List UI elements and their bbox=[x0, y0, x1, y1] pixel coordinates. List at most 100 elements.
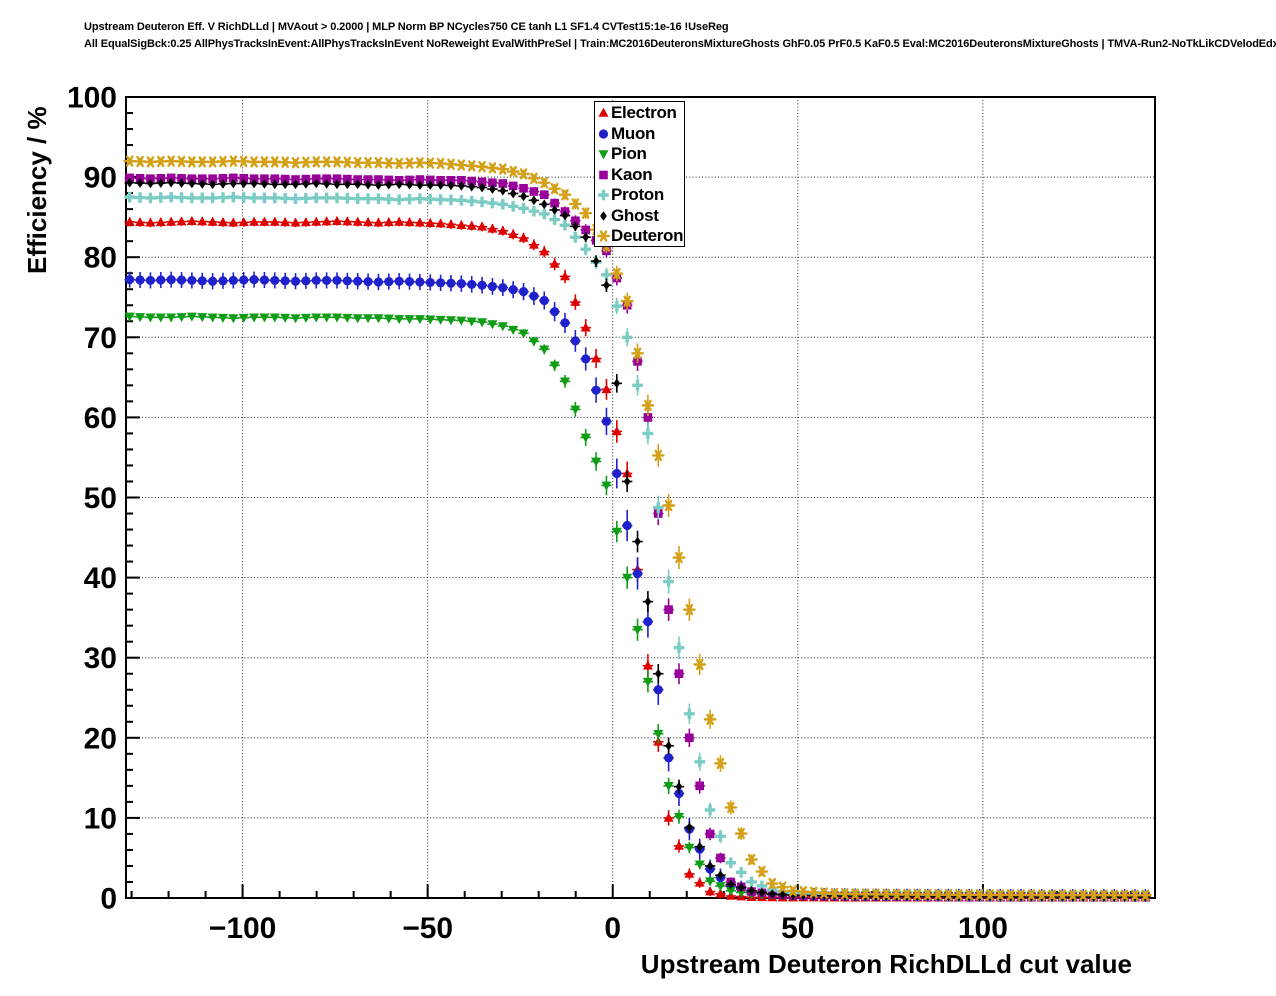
x-axis-title: Upstream Deuteron RichDLLd cut value bbox=[641, 949, 1132, 979]
marker-triangle-down bbox=[414, 315, 425, 325]
marker-plus bbox=[176, 192, 187, 203]
circle-icon bbox=[595, 126, 611, 141]
marker-diamond bbox=[540, 199, 548, 210]
marker-plus bbox=[456, 195, 467, 206]
marker-triangle-up bbox=[290, 217, 301, 227]
marker-triangle-down bbox=[394, 315, 405, 325]
marker-diamond bbox=[167, 177, 175, 188]
marker-star bbox=[641, 399, 655, 412]
marker-triangle-down bbox=[580, 433, 591, 443]
marker-triangle-up bbox=[715, 888, 726, 898]
marker-square bbox=[508, 181, 518, 191]
marker-star bbox=[703, 713, 717, 726]
y-tick-label: 20 bbox=[84, 722, 117, 755]
marker-diamond bbox=[323, 179, 331, 189]
marker-diamond bbox=[271, 179, 279, 190]
marker-star bbox=[848, 888, 862, 900]
marker-star bbox=[506, 165, 520, 178]
legend-label: Ghost bbox=[611, 205, 659, 225]
marker-triangle-up bbox=[466, 220, 477, 230]
marker-diamond bbox=[768, 889, 776, 899]
marker-triangle-down bbox=[383, 314, 394, 324]
marker-star bbox=[838, 888, 852, 900]
star-icon bbox=[595, 228, 611, 243]
marker-circle bbox=[591, 385, 601, 395]
marker-triangle-down bbox=[611, 527, 622, 537]
marker-circle bbox=[125, 275, 135, 285]
marker-triangle-down bbox=[228, 314, 239, 324]
marker-plus bbox=[518, 203, 529, 214]
marker-square bbox=[280, 174, 290, 184]
marker-diamond bbox=[623, 476, 631, 487]
marker-diamond bbox=[261, 179, 268, 189]
marker-triangle-down bbox=[570, 405, 581, 415]
marker-plus bbox=[424, 193, 436, 205]
marker-triangle-down bbox=[176, 313, 187, 323]
marker-plus bbox=[269, 192, 281, 204]
marker-triangle-down bbox=[508, 325, 519, 335]
marker-diamond bbox=[561, 210, 569, 221]
marker-circle bbox=[322, 275, 332, 286]
marker-triangle-up bbox=[321, 216, 332, 226]
marker-square bbox=[177, 174, 186, 183]
legend: Electron Muon Pion Kaon Proton Ghost Deuteron bbox=[594, 101, 685, 247]
y-tick-label: 50 bbox=[84, 482, 117, 515]
marker-circle bbox=[653, 685, 663, 695]
marker-diamond bbox=[644, 596, 652, 607]
marker-diamond bbox=[219, 179, 227, 189]
marker-diamond bbox=[468, 181, 476, 192]
marker-circle bbox=[363, 277, 373, 287]
marker-circle bbox=[384, 277, 394, 287]
marker-star bbox=[133, 155, 147, 168]
y-tick-label: 70 bbox=[84, 322, 117, 355]
marker-circle bbox=[446, 278, 456, 288]
marker-square bbox=[218, 174, 228, 183]
marker-star bbox=[745, 853, 758, 866]
marker-diamond bbox=[178, 178, 185, 188]
marker-square bbox=[539, 190, 549, 200]
marker-star bbox=[423, 157, 437, 169]
marker-square bbox=[311, 174, 321, 184]
marker-triangle-up bbox=[166, 216, 177, 226]
marker-triangle-up bbox=[414, 217, 425, 227]
marker-square bbox=[705, 829, 715, 839]
marker-plus bbox=[393, 194, 405, 205]
marker-triangle-up bbox=[539, 246, 550, 256]
marker-triangle-up bbox=[300, 217, 311, 227]
marker-triangle-down bbox=[694, 860, 705, 870]
marker-triangle-up bbox=[705, 886, 716, 896]
marker-diamond bbox=[696, 841, 704, 852]
marker-square bbox=[685, 733, 694, 743]
marker-plus bbox=[601, 269, 612, 281]
marker-star bbox=[465, 160, 479, 172]
marker-square bbox=[260, 174, 269, 184]
marker-diamond bbox=[364, 179, 372, 190]
marker-star bbox=[983, 889, 997, 901]
marker-star bbox=[828, 887, 841, 900]
marker-square bbox=[166, 173, 176, 183]
marker-circle bbox=[301, 276, 311, 286]
marker-star bbox=[247, 156, 261, 168]
marker-star bbox=[123, 155, 137, 167]
marker-diamond bbox=[499, 185, 507, 196]
marker-star bbox=[714, 757, 727, 770]
marker-star bbox=[413, 156, 427, 169]
marker-circle bbox=[280, 276, 290, 286]
marker-circle bbox=[187, 275, 197, 286]
marker-plus bbox=[466, 195, 478, 207]
marker-triangle-down bbox=[598, 150, 608, 160]
marker-plus bbox=[445, 194, 457, 206]
marker-square bbox=[270, 174, 280, 184]
marker-square bbox=[643, 413, 653, 422]
diamond-icon bbox=[595, 208, 611, 223]
marker-star bbox=[1024, 889, 1038, 901]
marker-diamond bbox=[571, 221, 579, 232]
marker-circle bbox=[197, 276, 207, 286]
marker-star bbox=[392, 157, 406, 170]
marker-plus bbox=[735, 867, 747, 878]
marker-triangle-down bbox=[456, 316, 467, 326]
marker-star bbox=[993, 889, 1007, 901]
marker-star bbox=[693, 658, 707, 671]
marker-star bbox=[568, 198, 582, 210]
